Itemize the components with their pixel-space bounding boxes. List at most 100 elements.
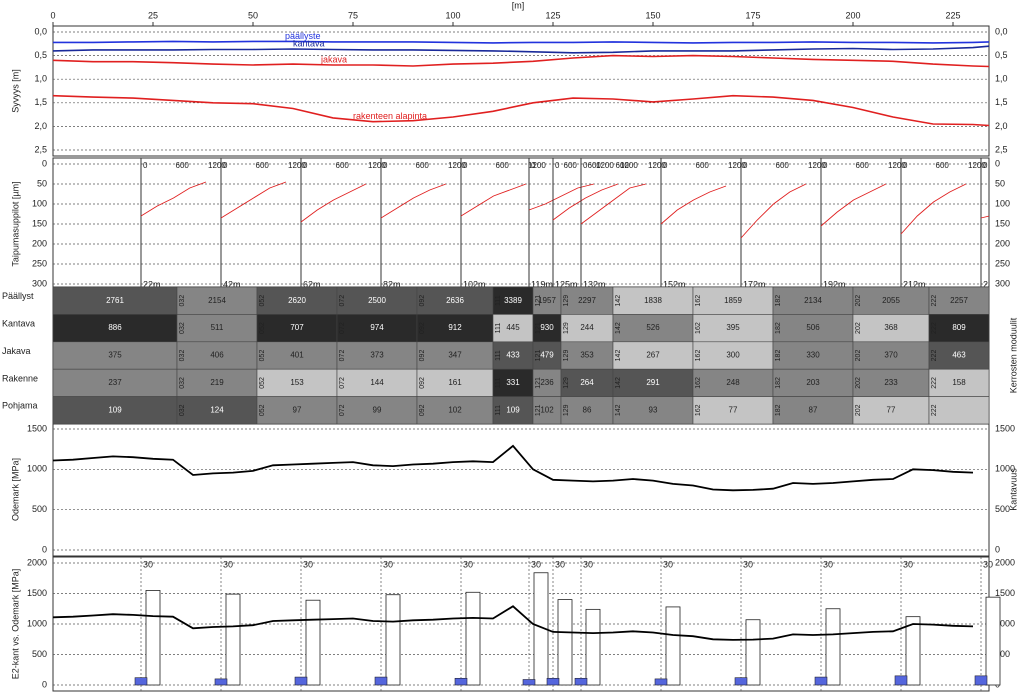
bowl [221, 182, 286, 218]
marker-label: 30 [531, 559, 541, 569]
y-axis-label: Odemark [MPa] [10, 458, 20, 521]
depth-line [53, 96, 989, 126]
bowl [661, 186, 726, 224]
marker-label: 30 [555, 559, 565, 569]
segment-label: 222 [931, 377, 938, 389]
series-label: kantava [293, 38, 325, 48]
segment-label: 162 [695, 322, 702, 334]
cell-value: 2620 [288, 296, 306, 305]
marker-label: 30 [983, 559, 993, 569]
segment-label: 222 [931, 295, 938, 307]
x-tick-label: 125 [545, 10, 560, 20]
bar [306, 600, 320, 685]
segment-label: 092 [419, 377, 426, 389]
bar [666, 607, 680, 685]
segment-label: 142 [615, 377, 622, 389]
offset-label: 600 [176, 161, 190, 170]
segment-label: 052 [259, 295, 266, 307]
segment-label: 111 [495, 405, 502, 416]
segment-label: 032 [179, 350, 186, 362]
y-tick-label: 1000 [27, 464, 47, 474]
y-tick-label: 2,0 [34, 121, 47, 131]
segment-label: 129 [563, 350, 570, 362]
bar [655, 679, 667, 685]
y2-tick-label: 2000 [995, 557, 1015, 567]
cell-value: 2297 [578, 296, 596, 305]
row-label: Rakenne [2, 373, 38, 383]
segment-label: 092 [419, 404, 426, 416]
y2-tick-label: 0 [995, 158, 1000, 168]
cell-value: 124 [210, 405, 224, 414]
y-axis-label: Syvyys [m] [10, 69, 20, 113]
segment-label: 162 [695, 350, 702, 362]
bowl [461, 184, 526, 216]
cell-value: 511 [211, 323, 224, 332]
y-tick-label: 0 [42, 544, 47, 554]
segment-label: 222 [931, 322, 938, 334]
cell-value: 244 [580, 323, 594, 332]
segment-label: 111 [495, 350, 502, 361]
offset-label: 0 [583, 161, 588, 170]
cell-value: 370 [884, 351, 898, 360]
cell-value: 86 [583, 405, 592, 414]
cell-value: 267 [646, 351, 660, 360]
segment-label: 202 [855, 322, 862, 334]
offset-label: 0 [303, 161, 308, 170]
cell-value: 433 [506, 351, 520, 360]
cell-value: 237 [108, 378, 122, 387]
bowl [741, 184, 806, 238]
marker-label: 30 [743, 559, 753, 569]
cell-value: 2134 [804, 296, 822, 305]
bowl [141, 182, 206, 216]
cell-value: 102 [448, 405, 462, 414]
segment-label: 162 [695, 404, 702, 416]
offset-label: 0 [463, 161, 468, 170]
marker-label: 30 [903, 559, 913, 569]
cell-value: 506 [806, 323, 820, 332]
y2-tick-label: 1,0 [995, 74, 1008, 84]
segment-label: 142 [615, 295, 622, 307]
series-label: jakava [320, 54, 347, 64]
cell-value: 291 [646, 378, 660, 387]
offset-label: 0 [903, 161, 908, 170]
cell-value: 102 [540, 405, 554, 414]
y-tick-label: 200 [32, 238, 47, 248]
cell-value: 236 [540, 378, 554, 387]
segment-label: 032 [179, 322, 186, 334]
x-tick-label: 150 [645, 10, 660, 20]
marker-label: 30 [463, 559, 473, 569]
cell-value: 526 [646, 323, 660, 332]
y-tick-label: 1,0 [34, 74, 47, 84]
offset-label: 600 [856, 161, 870, 170]
segment-label: 222 [931, 404, 938, 416]
x-tick-label: 175 [745, 10, 760, 20]
bar [466, 592, 480, 685]
cell-value: 330 [806, 351, 820, 360]
segment-label: 121 [535, 295, 542, 307]
panel-frame [53, 423, 989, 556]
cell-value: 87 [809, 405, 818, 414]
y-tick-label: 500 [32, 504, 47, 514]
y-axis-label: E2-kant vs. Odemark [MPa] [10, 569, 20, 680]
cell-value: 406 [210, 351, 224, 360]
y2-tick-label: 50 [995, 178, 1005, 188]
offset-label: 600 [588, 161, 602, 170]
y-tick-label: 300 [32, 278, 47, 288]
y-tick-label: 100 [32, 198, 47, 208]
segment-label: 072 [339, 377, 346, 389]
cell-value: 1838 [644, 296, 662, 305]
cell-value: 353 [580, 351, 594, 360]
bar [986, 597, 1000, 685]
cell-value: 77 [887, 405, 896, 414]
offset-label: 0 [223, 161, 228, 170]
cell-value: 93 [649, 405, 658, 414]
y2-axis-label: Kantavuus [1008, 468, 1018, 511]
depth-line [53, 41, 989, 43]
segment-label: 202 [855, 350, 862, 362]
segment-label: 111 [495, 295, 502, 306]
offset-label: 0 [823, 161, 828, 170]
bar [215, 679, 227, 685]
segment-label: 092 [419, 350, 426, 362]
y2-tick-label: 0,0 [995, 26, 1008, 36]
